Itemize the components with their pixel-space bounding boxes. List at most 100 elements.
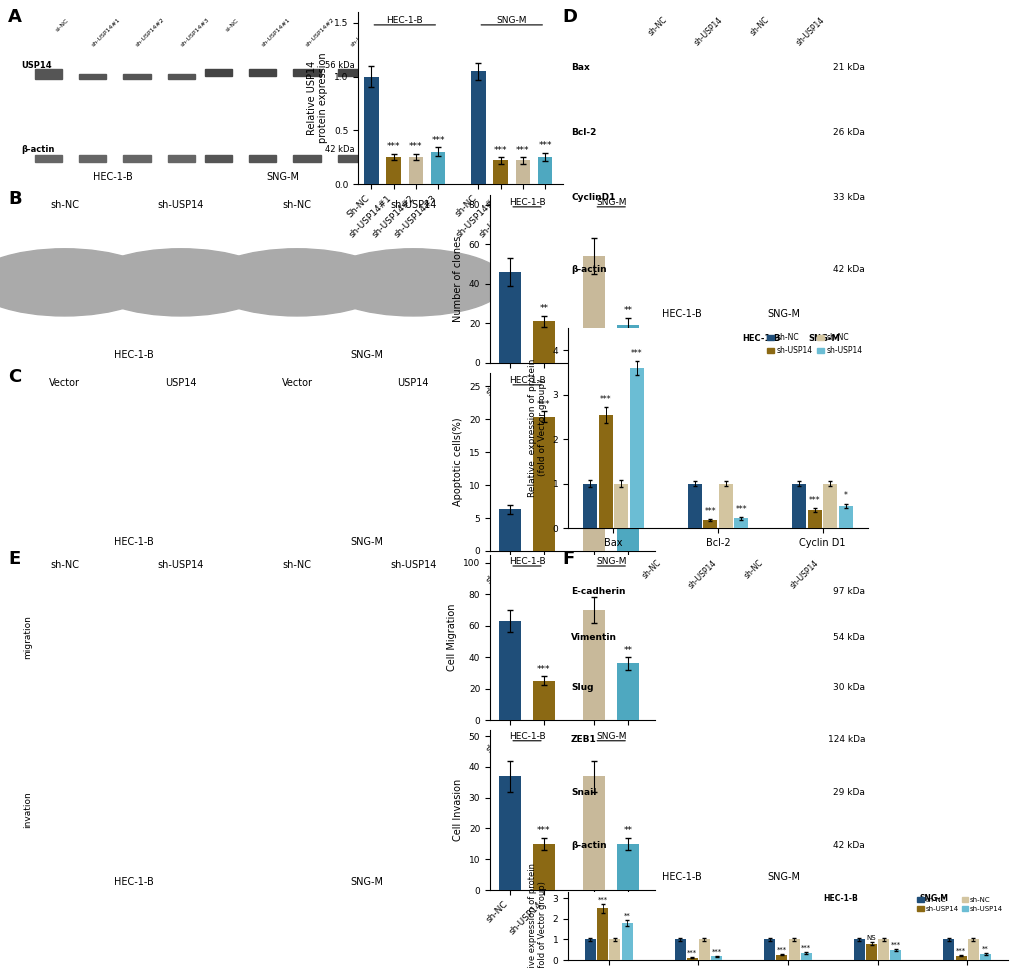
Bar (703, 520, 716, 528)
Legend: sh-NC, sh-USP14, sh-NC, sh-USP14: sh-NC, sh-USP14, sh-NC, sh-USP14 (915, 895, 1004, 914)
Circle shape (0, 249, 157, 316)
Text: sh-USP14#1: sh-USP14#1 (261, 17, 291, 48)
Text: Vector: Vector (281, 378, 312, 388)
Bar (788, 939, 799, 960)
Text: ***: *** (735, 504, 746, 514)
Text: sh-USP14: sh-USP14 (157, 560, 204, 570)
Text: sh-NC: sh-NC (282, 560, 311, 570)
Text: ***: *** (890, 942, 900, 948)
Bar (167, 74, 195, 79)
Bar (979, 953, 990, 960)
Bar (249, 155, 276, 162)
Bar (629, 368, 643, 528)
Bar (293, 155, 320, 162)
Text: D: D (561, 8, 577, 26)
Text: Bcl-2: Bcl-2 (571, 129, 596, 137)
Text: sh-NC: sh-NC (50, 200, 78, 210)
Text: HEC-1-B: HEC-1-B (114, 877, 154, 887)
Bar (431, 152, 445, 184)
Bar (583, 484, 597, 528)
Circle shape (320, 249, 505, 316)
Bar (710, 956, 721, 960)
Text: **: ** (981, 946, 988, 952)
Text: SNG-M: SNG-M (266, 172, 300, 182)
Text: β-actin: β-actin (21, 145, 55, 154)
Y-axis label: Apoptotic cells(%): Apoptotic cells(%) (452, 417, 463, 506)
Text: SNG-M: SNG-M (919, 894, 948, 903)
Text: HEC-1-B: HEC-1-B (93, 172, 132, 182)
Text: HEC-1-B: HEC-1-B (508, 376, 545, 385)
Text: ***: *** (538, 141, 551, 150)
Bar (698, 939, 709, 960)
Text: ***: *** (687, 950, 697, 955)
Bar (205, 155, 232, 162)
Text: ZEB1: ZEB1 (571, 736, 596, 744)
Bar (532, 844, 554, 890)
Text: 42 kDa: 42 kDa (833, 841, 864, 850)
Text: Vimentin: Vimentin (571, 633, 616, 642)
Text: ***: *** (386, 142, 400, 151)
Text: 30 kDa: 30 kDa (833, 682, 864, 691)
Y-axis label: Cell Migration: Cell Migration (447, 604, 458, 671)
Y-axis label: Cell Invasion: Cell Invasion (452, 779, 463, 841)
Bar (838, 505, 852, 528)
Bar (583, 610, 604, 720)
Text: HEC-1-B: HEC-1-B (508, 557, 545, 566)
Y-axis label: Number of clones: Number of clones (452, 236, 463, 322)
Bar (621, 923, 632, 960)
Legend: sh-NC, sh-USP14, sh-NC, sh-USP14: sh-NC, sh-USP14, sh-NC, sh-USP14 (764, 332, 863, 356)
Text: NS: NS (866, 935, 875, 941)
Circle shape (88, 249, 273, 316)
Text: ***: *** (597, 897, 607, 903)
Text: 42 kDa: 42 kDa (833, 265, 864, 274)
Text: si-NC: si-NC (224, 17, 239, 32)
Bar (498, 509, 521, 551)
Y-axis label: Relative USP14
protein expression: Relative USP14 protein expression (307, 52, 328, 143)
Text: sh-USP14#1: sh-USP14#1 (91, 17, 121, 48)
Text: 56 kDa: 56 kDa (324, 61, 355, 70)
Text: USP14: USP14 (21, 61, 52, 70)
Bar (822, 484, 837, 528)
Text: sh-USP14#2: sh-USP14#2 (136, 17, 166, 48)
Bar (616, 663, 638, 720)
Bar (205, 69, 232, 76)
Bar (532, 321, 554, 363)
Bar (532, 681, 554, 720)
Bar (583, 487, 604, 551)
Text: HEC-1-B: HEC-1-B (741, 334, 780, 343)
Bar (498, 272, 521, 363)
Bar (865, 944, 876, 960)
Text: ***: *** (493, 145, 506, 155)
Text: **: ** (623, 913, 630, 919)
Y-axis label: Relative expression of protein
(fold of Vector group): Relative expression of protein (fold of … (527, 863, 546, 968)
Text: E: E (8, 550, 20, 568)
Bar (613, 484, 628, 528)
Bar (718, 484, 732, 528)
Text: sh-USP14: sh-USP14 (157, 200, 204, 210)
Bar (890, 950, 901, 960)
Bar (763, 939, 774, 960)
Bar (792, 484, 806, 528)
Text: SNG-M: SNG-M (766, 872, 800, 882)
Text: 21 kDa: 21 kDa (833, 63, 864, 73)
Text: sh-USP14: sh-USP14 (687, 559, 718, 590)
Text: **: ** (623, 646, 632, 654)
Text: sh-USP14: sh-USP14 (692, 15, 725, 47)
Text: USP14: USP14 (165, 378, 197, 388)
Bar (123, 74, 151, 79)
Text: HEC-1-B: HEC-1-B (661, 309, 701, 318)
Text: ***: *** (599, 395, 611, 404)
Text: SNG-M: SNG-M (807, 334, 839, 343)
Text: HEC-1-B: HEC-1-B (661, 872, 701, 882)
Text: ***: *** (537, 827, 550, 835)
Text: SNG-M: SNG-M (350, 537, 383, 548)
Bar (337, 155, 365, 162)
Bar (616, 844, 638, 890)
Text: B: B (8, 190, 21, 208)
Bar (249, 69, 276, 76)
Bar (364, 76, 378, 184)
Text: ***: *** (711, 949, 721, 954)
Text: 124 kDa: 124 kDa (826, 736, 864, 744)
Bar (35, 69, 62, 79)
Text: ***: *** (955, 948, 965, 954)
